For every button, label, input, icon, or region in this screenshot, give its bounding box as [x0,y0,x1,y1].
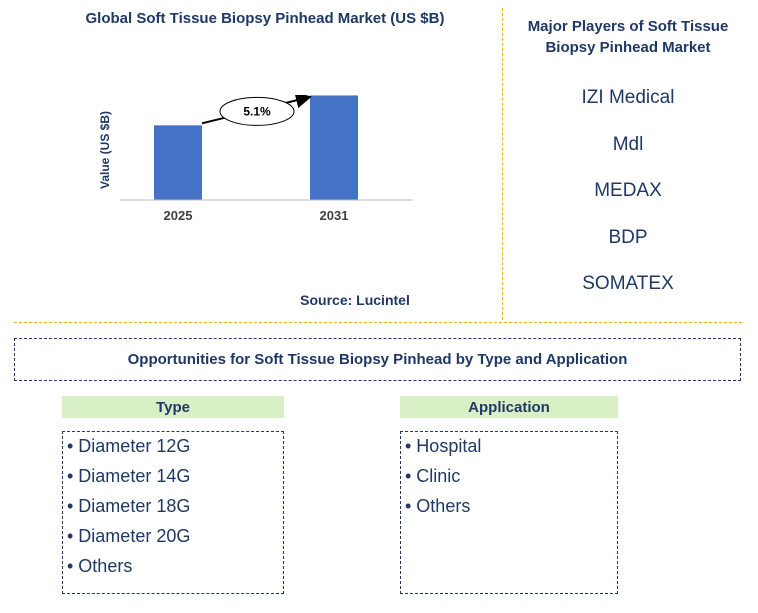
player-item: IZI Medical [581,87,675,108]
type-item: • Diameter 20G [67,526,191,546]
cagr-bubble [219,96,295,126]
application-item: • Others [405,496,471,516]
player-item: Mdl [612,133,644,155]
type-item: • Diameter 12G [67,436,191,456]
players-list: IZI Medical Mdl MEDAX BDP SOMATEX [510,84,746,317]
type-item: • Diameter 14G [67,466,191,486]
bar-chart: Value (US $B) 2025 2031 5.1% [98,95,413,223]
bar-2031 [310,95,358,200]
source-label: Source: Lucintel [300,292,410,308]
application-item: • Clinic [405,466,461,486]
cagr-label: 5.1% [243,104,271,118]
y-axis-label: Value (US $B) [98,111,112,189]
horizontal-divider [14,322,742,323]
vertical-divider [502,8,503,320]
x-tick-label: 2025 [164,208,193,223]
application-list: • Hospital • Clinic • Others [400,431,618,594]
application-item: • Hospital [405,436,482,456]
bar-2025 [154,125,202,200]
player-item: MEDAX [594,180,662,201]
players-title: Major Players of Soft Tissue Biopsy Pinh… [527,18,729,56]
player-item: BDP [608,226,648,248]
player-item: SOMATEX [582,273,674,294]
type-item: • Diameter 18G [67,496,191,516]
application-header: Application [400,396,618,418]
type-list: • Diameter 12G • Diameter 14G • Diameter… [62,431,284,594]
type-item: • Others [67,556,133,576]
chart-title: Global Soft Tissue Biopsy Pinhead Market… [85,10,445,27]
opportunities-title: Opportunities for Soft Tissue Biopsy Pin… [14,338,741,381]
x-tick-label: 2031 [320,208,349,223]
type-header: Type [62,396,284,418]
